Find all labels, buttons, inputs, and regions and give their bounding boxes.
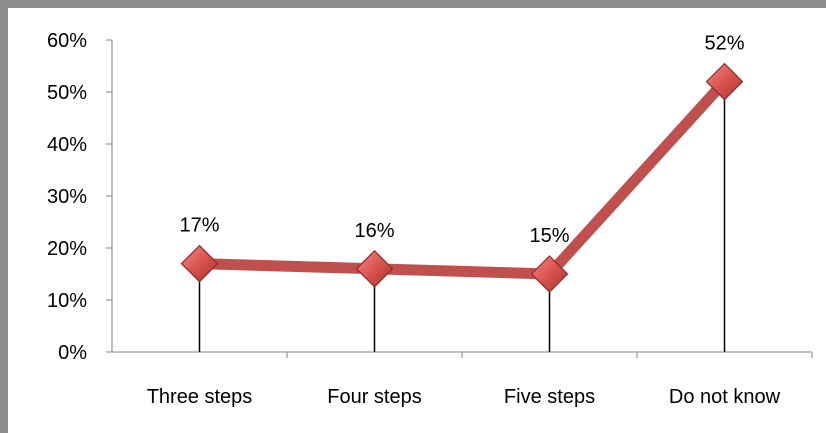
y-tick-label: 10%	[47, 290, 87, 312]
y-tick-label: 60%	[47, 30, 87, 52]
y-tick-label: 30%	[47, 186, 87, 208]
x-axis-categories: Three steps Four steps Five steps Do not kn…	[147, 352, 813, 408]
y-tick-label: 40%	[47, 134, 87, 156]
y-axis-ticks: 0% 10% 20% 30% 40% 50% 60%	[47, 30, 112, 364]
x-category-label: Do not know	[669, 386, 781, 408]
data-label: 15%	[529, 225, 569, 247]
x-category-label: Five steps	[504, 386, 595, 408]
data-label: 52%	[704, 33, 744, 55]
series	[194, 76, 730, 280]
series-line	[194, 76, 730, 280]
y-tick-label: 50%	[47, 82, 87, 104]
drop-lines	[198, 81, 726, 352]
y-tick-label: 0%	[58, 342, 87, 364]
data-labels: 17% 16% 15% 52%	[179, 33, 744, 247]
markers	[180, 62, 744, 293]
data-label: 16%	[354, 220, 394, 242]
axes	[111, 40, 812, 353]
data-point-marker	[705, 62, 744, 101]
x-category-label: Four steps	[327, 386, 421, 408]
data-label: 17%	[179, 215, 219, 237]
data-point-marker	[355, 249, 394, 288]
y-tick-label: 20%	[47, 238, 87, 260]
x-category-label: Three steps	[147, 386, 253, 408]
data-point-marker	[180, 244, 219, 283]
data-point-marker	[530, 255, 569, 293]
